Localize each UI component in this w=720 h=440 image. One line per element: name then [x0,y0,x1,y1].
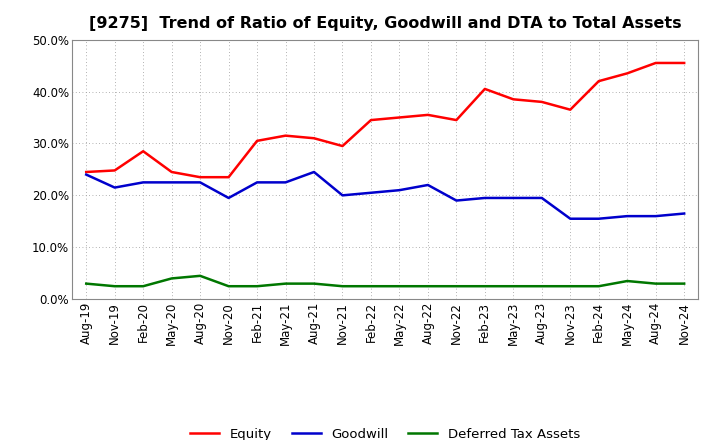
Goodwill [110,185,119,190]
Equity [652,60,660,66]
Goodwill [338,193,347,198]
Goodwill [566,216,575,221]
Deferred Tax Assets [196,273,204,279]
Goodwill [253,180,261,185]
Deferred Tax Assets [423,284,432,289]
Equity [282,133,290,138]
Line: Goodwill: Goodwill [86,172,684,219]
Title: [9275]  Trend of Ratio of Equity, Goodwill and DTA to Total Assets: [9275] Trend of Ratio of Equity, Goodwil… [89,16,682,32]
Deferred Tax Assets [366,284,375,289]
Equity [110,168,119,173]
Goodwill [452,198,461,203]
Goodwill [680,211,688,216]
Equity [139,149,148,154]
Goodwill [196,180,204,185]
Deferred Tax Assets [566,284,575,289]
Goodwill [167,180,176,185]
Goodwill [509,195,518,201]
Line: Deferred Tax Assets: Deferred Tax Assets [86,276,684,286]
Equity [225,175,233,180]
Deferred Tax Assets [509,284,518,289]
Equity [196,175,204,180]
Deferred Tax Assets [595,284,603,289]
Goodwill [652,213,660,219]
Equity [395,115,404,120]
Equity [623,71,631,76]
Deferred Tax Assets [652,281,660,286]
Equity [366,117,375,123]
Deferred Tax Assets [452,284,461,289]
Goodwill [282,180,290,185]
Deferred Tax Assets [82,281,91,286]
Equity [566,107,575,112]
Equity [338,143,347,149]
Equity [680,60,688,66]
Goodwill [395,187,404,193]
Deferred Tax Assets [167,276,176,281]
Goodwill [139,180,148,185]
Deferred Tax Assets [338,284,347,289]
Goodwill [537,195,546,201]
Legend: Equity, Goodwill, Deferred Tax Assets: Equity, Goodwill, Deferred Tax Assets [185,422,585,440]
Goodwill [310,169,318,175]
Goodwill [366,190,375,195]
Line: Equity: Equity [86,63,684,177]
Equity [595,78,603,84]
Deferred Tax Assets [680,281,688,286]
Goodwill [82,172,91,177]
Equity [82,169,91,175]
Equity [480,86,489,92]
Equity [310,136,318,141]
Deferred Tax Assets [537,284,546,289]
Deferred Tax Assets [253,284,261,289]
Deferred Tax Assets [110,284,119,289]
Deferred Tax Assets [139,284,148,289]
Goodwill [480,195,489,201]
Deferred Tax Assets [480,284,489,289]
Equity [537,99,546,105]
Equity [167,169,176,175]
Deferred Tax Assets [623,279,631,284]
Goodwill [423,182,432,187]
Goodwill [595,216,603,221]
Deferred Tax Assets [282,281,290,286]
Goodwill [225,195,233,201]
Equity [509,97,518,102]
Goodwill [623,213,631,219]
Deferred Tax Assets [310,281,318,286]
Equity [423,112,432,117]
Equity [452,117,461,123]
Deferred Tax Assets [225,284,233,289]
Equity [253,138,261,143]
Deferred Tax Assets [395,284,404,289]
